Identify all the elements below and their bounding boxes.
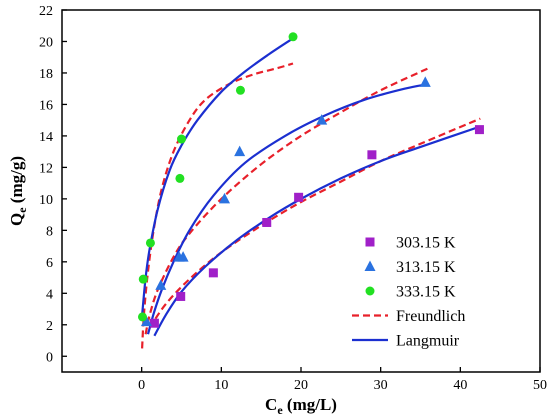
- data-point-30315k: [367, 150, 377, 160]
- data-point-33315k: [137, 312, 147, 322]
- langmuir-fit-curve-1: [153, 125, 481, 337]
- legend: 303.15 K 313.15 K 333.15 K Freundlich Langmu…: [352, 235, 465, 350]
- legend-langmuir-label: Langmuir: [396, 333, 460, 350]
- data-point-33315k: [235, 85, 245, 95]
- langmuir-fit-curve-3: [141, 37, 294, 316]
- legend-303-15-k-label: 303.15 K: [396, 235, 456, 252]
- legend-313-15-k-marker: [364, 260, 376, 271]
- y-axis-title: Qe (mg/g): [7, 156, 29, 226]
- x-axis-title-sub: e: [277, 403, 283, 417]
- data-point-33315k: [138, 274, 148, 284]
- ticks-layer: 0 10 20 30 40 50 0 2 4 6 8 10 12 14 16 18 20 22: [39, 4, 547, 393]
- data-point-31315k: [177, 251, 189, 262]
- y-tick-label: 16: [39, 98, 53, 113]
- x-axis-title: Ce (mg/L): [265, 395, 337, 417]
- legend-freundlich-label: Freundlich: [396, 308, 465, 325]
- data-point-31315k: [140, 315, 152, 327]
- y-tick-label: 4: [46, 287, 53, 302]
- y-tick-label: 6: [46, 256, 53, 271]
- y-tick-label: 10: [39, 193, 53, 208]
- data-point-30315k: [294, 192, 304, 202]
- legend-313-15-k-label: 313.15 K: [396, 259, 456, 276]
- x-tick-label: 50: [533, 378, 547, 393]
- data-point-33315k: [177, 134, 186, 144]
- data-point-30315k: [262, 217, 272, 227]
- data-point-30315k: [208, 268, 218, 278]
- freundlich-fit-curve-1: [148, 117, 481, 329]
- y-tick-label: 22: [39, 4, 53, 19]
- x-tick-label: 30: [374, 378, 388, 393]
- data-point-33315k: [145, 238, 155, 248]
- data-point-33315k: [175, 173, 185, 183]
- curves-layer: [141, 37, 481, 349]
- data-point-31315k: [316, 114, 328, 125]
- x-tick-label: 40: [453, 378, 467, 393]
- data-point-31315k: [419, 76, 431, 87]
- y-tick-label: 18: [39, 67, 53, 82]
- data-point-31315k: [219, 192, 231, 204]
- y-axis-title-unit: (mg/g): [7, 156, 26, 207]
- y-tick-label: 0: [46, 350, 53, 365]
- y-tick-label: 12: [39, 161, 53, 176]
- y-tick-label: 20: [39, 35, 53, 50]
- y-axis-title-main: Q: [7, 213, 26, 226]
- data-point-30315k: [149, 318, 159, 328]
- x-tick-label: 10: [214, 378, 228, 393]
- y-axis-title-sub: e: [15, 207, 29, 213]
- data-point-33315k: [288, 32, 298, 42]
- data-point-30315k: [474, 125, 484, 135]
- legend-333-15-k-marker: [365, 286, 375, 296]
- legend-333-15-k-label: 333.15 K: [396, 284, 456, 301]
- y-tick-label: 2: [46, 319, 53, 334]
- data-point-30315k: [176, 291, 186, 301]
- legend-303-15-k-marker: [365, 237, 375, 247]
- langmuir-fit-curve-2: [146, 82, 429, 335]
- data-point-31315k: [234, 145, 246, 157]
- y-tick-label: 14: [39, 130, 53, 145]
- data-point-31315k: [155, 279, 167, 290]
- x-axis-title-unit: (mg/L): [283, 395, 337, 414]
- x-tick-label: 0: [138, 378, 145, 393]
- y-tick-label: 8: [46, 224, 53, 239]
- points-layer: [137, 32, 484, 328]
- x-tick-label: 20: [294, 378, 308, 393]
- plot-frame: [61, 9, 541, 373]
- freundlich-fit-curve-2: [144, 67, 429, 335]
- x-axis-title-main: C: [265, 395, 277, 414]
